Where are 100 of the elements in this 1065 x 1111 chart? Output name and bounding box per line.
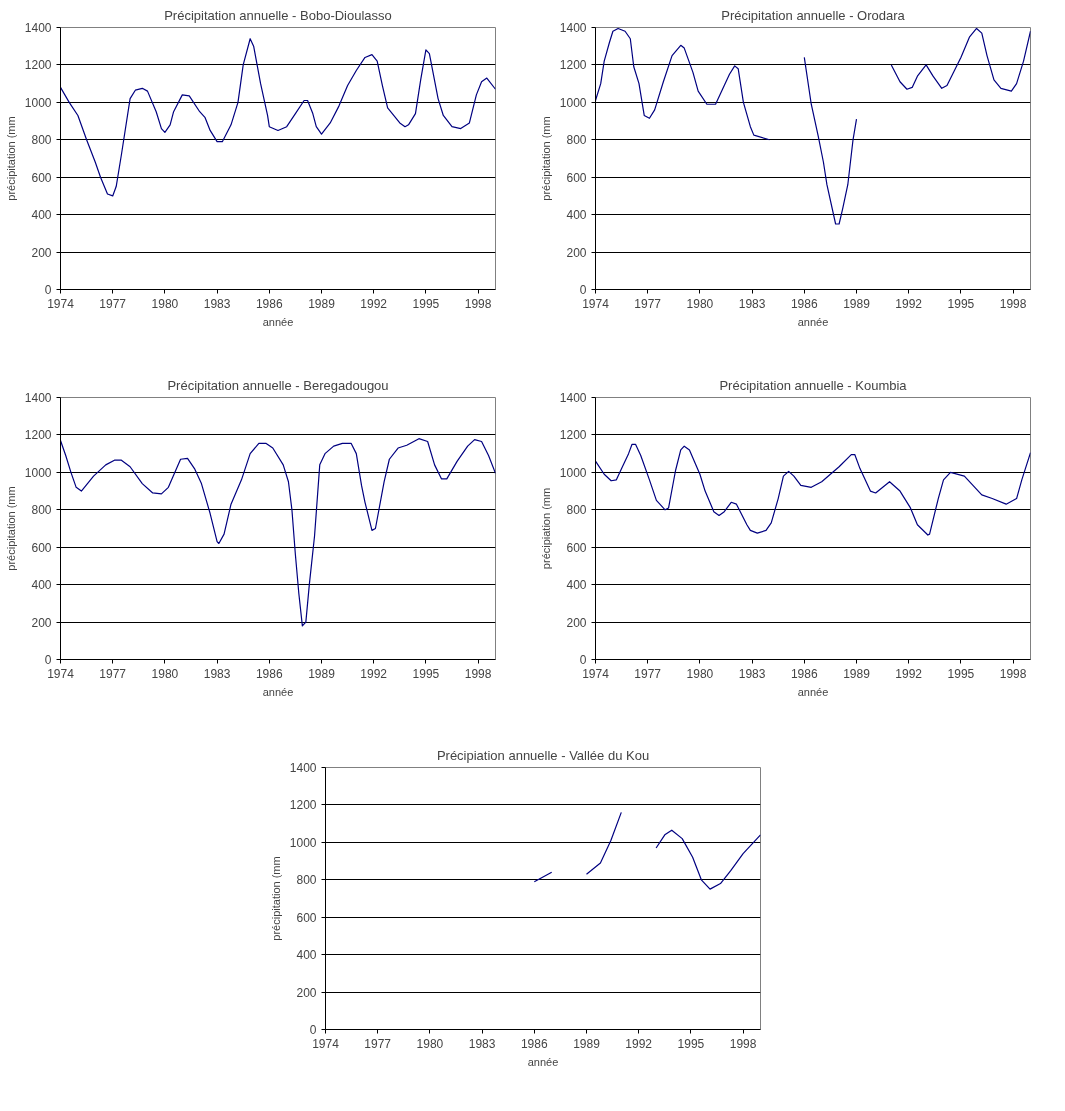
x-tick-label: 1983 bbox=[468, 1036, 496, 1051]
chart-title: Précipiation annuelle - Vallée du Kou bbox=[436, 747, 650, 763]
y-tick-label: 600 bbox=[566, 170, 587, 185]
x-tick-label: 1974 bbox=[312, 1036, 340, 1051]
chart-title: Précipitation annuelle - Orodara bbox=[721, 7, 906, 23]
y-tick-label: 200 bbox=[31, 615, 52, 630]
y-tick-label: 1400 bbox=[24, 21, 52, 35]
x-tick-label: 1974 bbox=[47, 666, 75, 681]
line-series bbox=[60, 38, 496, 197]
y-tick-label: 400 bbox=[566, 578, 587, 593]
y-axis-title: précipitation (mm bbox=[269, 856, 282, 941]
y-tick-label: 400 bbox=[296, 948, 317, 963]
x-axis-title: année bbox=[262, 315, 294, 328]
y-tick-label: 200 bbox=[296, 985, 317, 1000]
y-tick-label: 600 bbox=[31, 540, 52, 555]
chart-title: Précipitation annuelle - Koumbia bbox=[719, 377, 908, 393]
y-tick-label: 600 bbox=[31, 170, 52, 185]
x-tick-label: 1992 bbox=[360, 666, 388, 681]
y-tick-label: 800 bbox=[296, 873, 317, 888]
x-tick-label: 1986 bbox=[255, 296, 283, 311]
y-axis-title: précipiation (mm bbox=[539, 487, 552, 570]
x-tick-label: 1977 bbox=[634, 666, 662, 681]
y-tick-label: 1200 bbox=[289, 798, 317, 813]
x-tick-label: 1992 bbox=[895, 296, 923, 311]
x-axis-title: année bbox=[797, 685, 829, 698]
y-tick-label: 400 bbox=[31, 208, 52, 223]
y-tick-label: 0 bbox=[579, 283, 587, 297]
x-axis-title: année bbox=[527, 1055, 559, 1068]
y-tick-label: 200 bbox=[566, 615, 587, 630]
x-tick-label: 1980 bbox=[686, 666, 714, 681]
x-tick-label: 1992 bbox=[895, 666, 923, 681]
x-tick-label: 1989 bbox=[843, 666, 871, 681]
y-tick-label: 200 bbox=[566, 245, 587, 260]
x-tick-label: 1989 bbox=[308, 666, 336, 681]
y-tick-label: 0 bbox=[44, 283, 52, 297]
x-tick-label: 1989 bbox=[308, 296, 336, 311]
x-tick-label: 1974 bbox=[47, 296, 75, 311]
y-tick-label: 200 bbox=[31, 245, 52, 260]
y-tick-label: 800 bbox=[31, 133, 52, 148]
x-tick-label: 1989 bbox=[843, 296, 871, 311]
y-tick-label: 1000 bbox=[559, 465, 587, 480]
x-tick-label: 1974 bbox=[582, 666, 610, 681]
x-tick-label: 1977 bbox=[99, 666, 127, 681]
y-tick-label: 1200 bbox=[24, 428, 52, 443]
x-tick-label: 1986 bbox=[790, 296, 818, 311]
y-tick-label: 1400 bbox=[559, 391, 587, 405]
line-series bbox=[595, 443, 1031, 536]
x-tick-label: 1998 bbox=[464, 296, 492, 311]
y-tick-label: 600 bbox=[296, 910, 317, 925]
y-tick-label: 400 bbox=[31, 578, 52, 593]
y-tick-label: 800 bbox=[566, 133, 587, 148]
x-tick-label: 1977 bbox=[364, 1036, 392, 1051]
x-tick-label: 1995 bbox=[947, 296, 975, 311]
x-tick-label: 1998 bbox=[999, 296, 1027, 311]
x-tick-label: 1998 bbox=[729, 1036, 757, 1051]
y-tick-label: 1000 bbox=[559, 95, 587, 110]
x-tick-label: 1983 bbox=[203, 666, 231, 681]
x-tick-label: 1977 bbox=[634, 296, 662, 311]
y-tick-label: 0 bbox=[579, 653, 587, 667]
x-tick-label: 1998 bbox=[464, 666, 492, 681]
x-tick-label: 1986 bbox=[790, 666, 818, 681]
line-series bbox=[60, 438, 496, 627]
x-tick-label: 1983 bbox=[738, 296, 766, 311]
x-tick-label: 1980 bbox=[151, 296, 179, 311]
x-axis-title: année bbox=[797, 315, 829, 328]
chart-title: Précipitation annuelle - Beregadougou bbox=[167, 377, 389, 393]
y-tick-label: 800 bbox=[566, 503, 587, 518]
x-tick-label: 1995 bbox=[947, 666, 975, 681]
y-tick-label: 0 bbox=[44, 653, 52, 667]
y-axis-title: précipitation (mm bbox=[539, 116, 552, 201]
y-tick-label: 600 bbox=[566, 540, 587, 555]
x-tick-label: 1992 bbox=[625, 1036, 653, 1051]
y-tick-label: 1400 bbox=[559, 21, 587, 35]
y-tick-label: 0 bbox=[309, 1023, 317, 1037]
y-tick-label: 1000 bbox=[24, 465, 52, 480]
y-tick-label: 400 bbox=[566, 208, 587, 223]
y-tick-label: 1200 bbox=[559, 58, 587, 73]
x-axis-title: année bbox=[262, 685, 294, 698]
y-tick-label: 1200 bbox=[24, 58, 52, 73]
x-tick-label: 1980 bbox=[416, 1036, 444, 1051]
y-tick-label: 1400 bbox=[24, 391, 52, 405]
y-axis-title: précipitation (mm bbox=[4, 116, 17, 201]
y-tick-label: 800 bbox=[31, 503, 52, 518]
x-tick-label: 1995 bbox=[412, 666, 440, 681]
y-tick-label: 1000 bbox=[24, 95, 52, 110]
chart-title: Précipitation annuelle - Bobo-Dioulasso bbox=[164, 7, 392, 23]
x-tick-label: 1983 bbox=[738, 666, 766, 681]
y-tick-label: 1200 bbox=[559, 428, 587, 443]
x-tick-label: 1992 bbox=[360, 296, 388, 311]
x-tick-label: 1989 bbox=[573, 1036, 601, 1051]
x-tick-label: 1977 bbox=[99, 296, 127, 311]
x-tick-label: 1998 bbox=[999, 666, 1027, 681]
y-tick-label: 1000 bbox=[289, 835, 317, 850]
x-tick-label: 1980 bbox=[151, 666, 179, 681]
x-tick-label: 1983 bbox=[203, 296, 231, 311]
x-tick-label: 1980 bbox=[686, 296, 714, 311]
y-tick-label: 1400 bbox=[289, 761, 317, 775]
x-tick-label: 1986 bbox=[255, 666, 283, 681]
x-tick-label: 1995 bbox=[412, 296, 440, 311]
y-axis-title: précipitation (mm bbox=[4, 486, 17, 571]
